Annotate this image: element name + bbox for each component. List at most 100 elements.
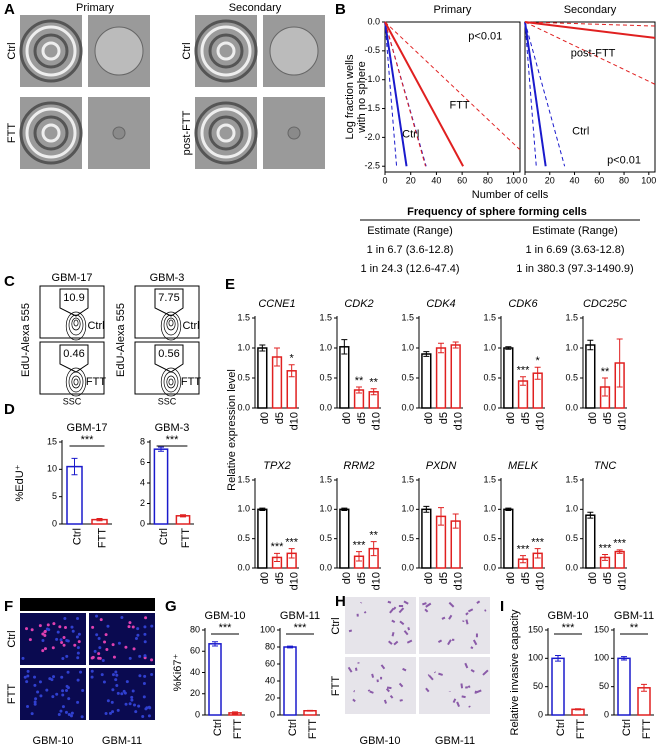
significance: **: [369, 530, 378, 542]
nucleus: [33, 683, 37, 687]
cell: [363, 611, 367, 614]
nucleus: [100, 673, 104, 677]
y-tick-label: 50: [599, 681, 609, 691]
nucleus: [80, 715, 84, 719]
gate: [154, 344, 184, 373]
contour: [65, 367, 87, 397]
error-bar: [341, 507, 348, 512]
error-bar: [356, 551, 362, 562]
nucleus: [130, 698, 134, 702]
x-tick-label: FTT: [575, 719, 587, 739]
x-tick-label: d0: [259, 572, 271, 584]
y-tick-label: 1.5: [565, 312, 578, 322]
nucleus: [67, 713, 71, 717]
y-axis-label: EdU-Alexa 555: [20, 303, 32, 377]
well-ring: [216, 123, 236, 143]
cell: [380, 664, 386, 670]
x-tick-label: Ctrl: [71, 528, 83, 545]
chart-title: Secondary: [564, 4, 617, 16]
x-tick-label: FTT: [180, 528, 192, 548]
error-bar: [158, 446, 164, 452]
error-bar: [602, 377, 608, 397]
cell: [403, 600, 409, 605]
cell: [398, 607, 405, 614]
nucleus: [61, 689, 65, 693]
nucleus: [46, 623, 50, 627]
nucleus: [61, 693, 65, 697]
significance: ***: [271, 541, 285, 553]
nucleus: [142, 695, 146, 699]
y-tick-label: 1.0: [401, 342, 414, 352]
nucleus: [106, 699, 110, 703]
chart-title: CDK6: [508, 298, 538, 310]
x-tick-label: Ctrl: [621, 719, 633, 736]
nucleus: [124, 645, 128, 649]
nucleus: [58, 625, 62, 629]
nucleus: [38, 624, 42, 628]
y-tick-label: 0.0: [401, 402, 414, 412]
error-bar: [341, 339, 348, 355]
cell: [464, 662, 469, 669]
x-axis-label: SSC: [158, 396, 177, 406]
nucleus: [111, 688, 115, 692]
cell: [456, 701, 460, 708]
table-cell: 1 in 6.69 (3.63-12.8): [525, 244, 624, 256]
nucleus: [111, 710, 115, 714]
annotation: p<0.01: [607, 154, 641, 166]
x-tick-label: 40: [431, 175, 441, 185]
contour: [65, 311, 87, 341]
table-cell: 1 in 24.3 (12.6-47.4): [360, 263, 459, 275]
significance: *: [536, 355, 541, 367]
nucleus: [143, 656, 147, 660]
nucleus: [106, 624, 110, 628]
error-bar: [287, 645, 293, 649]
nucleus: [128, 656, 132, 660]
stain-header: [20, 598, 155, 611]
row-label: FTT: [6, 123, 18, 143]
y-tick-label: -2.0: [364, 132, 380, 142]
x-tick-label: d5: [438, 412, 450, 424]
nucleus: [71, 629, 75, 633]
nucleus: [104, 712, 108, 716]
nucleus: [131, 689, 135, 693]
y-tick-label: 1.5: [237, 474, 250, 484]
line: [524, 21, 566, 167]
plot-frame: [384, 21, 521, 173]
nucleus: [150, 658, 154, 662]
significance: ***: [599, 542, 613, 554]
y-tick-label: 1.5: [401, 312, 414, 322]
error-bar: [423, 505, 430, 513]
cell: [448, 614, 453, 620]
cell: [369, 690, 374, 694]
line: [384, 21, 426, 167]
contour: [163, 314, 179, 336]
error-bar: [616, 549, 623, 554]
y-tick-label: 5: [52, 491, 57, 501]
cell: [484, 609, 487, 612]
well-ring: [33, 115, 69, 151]
y-tick-label: -0.5: [364, 45, 380, 55]
chart-title: CDK4: [426, 298, 455, 310]
error-bar: [520, 376, 526, 386]
chart-title: CCNE1: [258, 298, 295, 310]
nucleus: [105, 647, 109, 651]
bar: [435, 347, 447, 409]
nucleus: [73, 643, 77, 647]
well-ring: [208, 33, 244, 69]
cell: [474, 690, 478, 694]
nucleus: [64, 710, 68, 714]
annotation: post-FTT: [571, 48, 616, 60]
nucleus: [115, 673, 119, 677]
column-label: GBM-10: [33, 735, 74, 747]
y-tick-label: 100: [594, 653, 609, 663]
cell: [398, 682, 404, 688]
nucleus: [25, 680, 29, 684]
well-ring: [194, 19, 258, 83]
nucleus: [34, 697, 38, 701]
chart-title: Primary: [434, 4, 472, 16]
y-axis-label: %EdU⁺: [14, 464, 26, 501]
nucleus: [45, 627, 49, 631]
y-tick-label: 150: [528, 624, 543, 634]
chart-title: TPX2: [263, 460, 291, 472]
